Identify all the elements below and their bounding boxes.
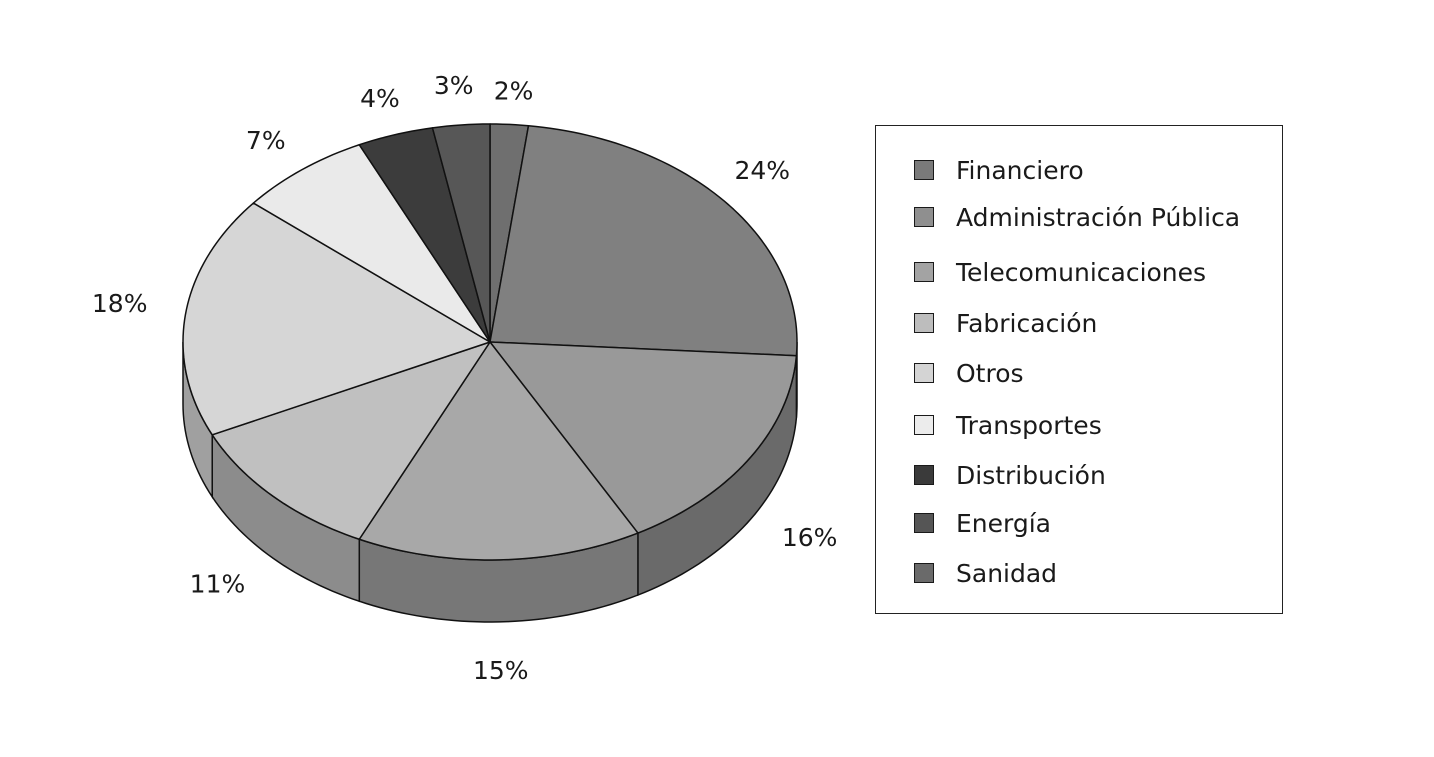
legend-label-telecomunicaciones: Telecomunicaciones xyxy=(956,257,1207,287)
legend-item-telecomunicaciones: Telecomunicaciones xyxy=(914,257,1206,287)
pie-slice-fabricacion xyxy=(211,341,491,541)
pie-label-distribucion: 4% xyxy=(360,84,400,113)
legend-item-otros: Otros xyxy=(914,358,1024,388)
pie-slice-transportes xyxy=(252,143,491,343)
legend-item-energia: Energía xyxy=(914,508,1051,538)
legend-swatch-energia xyxy=(914,513,934,533)
pie-slice-energia xyxy=(431,123,491,343)
pie-slice-administracion-publica xyxy=(489,341,798,534)
legend-swatch-fabricacion xyxy=(914,313,934,333)
legend-swatch-financiero xyxy=(914,160,934,180)
pie-slices xyxy=(182,123,798,561)
legend-label-energia: Energía xyxy=(956,508,1051,538)
legend-item-distribucion: Distribución xyxy=(914,460,1106,490)
legend-label-administracion-publica: Administración Pública xyxy=(956,202,1241,232)
legend-label-fabricacion: Fabricación xyxy=(956,308,1098,338)
legend: Financiero Administración Pública Teleco… xyxy=(875,125,1283,614)
pie-label-financiero: 24% xyxy=(734,156,790,185)
pie-slice-distribucion xyxy=(358,127,491,343)
legend-label-otros: Otros xyxy=(956,358,1024,388)
pie-label-telecomunicaciones: 15% xyxy=(473,656,529,685)
legend-swatch-telecomunicaciones xyxy=(914,262,934,282)
legend-item-transportes: Transportes xyxy=(914,410,1102,440)
legend-label-sanidad: Sanidad xyxy=(956,558,1058,588)
legend-label-financiero: Financiero xyxy=(956,155,1084,185)
legend-swatch-otros xyxy=(914,363,934,383)
pie-slice-otros xyxy=(182,202,491,436)
legend-swatch-administracion-publica xyxy=(914,207,934,227)
legend-label-distribucion: Distribución xyxy=(956,460,1106,490)
pie-labels: 2% 24% 16% 15% 11% 18% 7% 4% 3% xyxy=(92,71,837,685)
pie-label-energia: 3% xyxy=(434,71,474,100)
pie-label-otros: 18% xyxy=(92,289,148,318)
pie-label-sanidad: 2% xyxy=(494,76,534,105)
legend-swatch-transportes xyxy=(914,415,934,435)
legend-swatch-sanidad xyxy=(914,563,934,583)
legend-item-sanidad: Sanidad xyxy=(914,558,1057,588)
legend-swatch-distribucion xyxy=(914,465,934,485)
pie-slice-telecomunicaciones xyxy=(358,341,639,561)
pie-slice-financiero xyxy=(489,124,798,357)
legend-item-financiero: Financiero xyxy=(914,155,1084,185)
pie-label-fabricacion: 11% xyxy=(190,569,246,598)
legend-label-transportes: Transportes xyxy=(956,410,1102,440)
pie-label-administracion-publica: 16% xyxy=(782,523,838,552)
legend-item-administracion-publica: Administración Pública xyxy=(914,202,1240,232)
pie-label-transportes: 7% xyxy=(246,126,286,155)
legend-item-fabricacion: Fabricación xyxy=(914,308,1097,338)
